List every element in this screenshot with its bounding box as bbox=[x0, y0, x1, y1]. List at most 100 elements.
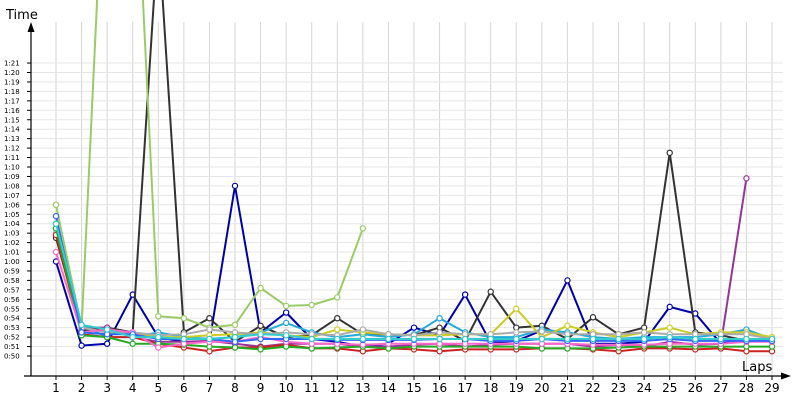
data-point bbox=[334, 335, 341, 343]
x-tick-label: 26 bbox=[688, 381, 703, 395]
data-point bbox=[155, 344, 162, 351]
x-axis-arrow-icon bbox=[781, 372, 791, 380]
data-point bbox=[52, 201, 60, 208]
x-tick-label: 28 bbox=[739, 381, 754, 395]
x-tick-label: 8 bbox=[231, 381, 239, 395]
data-point bbox=[564, 322, 571, 329]
data-point bbox=[206, 335, 213, 343]
x-tick-label: 24 bbox=[637, 381, 652, 395]
y-tick-label: 1:20 bbox=[4, 69, 20, 77]
y-tick-label: 0:53 bbox=[4, 324, 20, 332]
x-tick-label: 21 bbox=[560, 381, 575, 395]
data-point bbox=[436, 315, 443, 322]
data-point bbox=[129, 333, 136, 341]
data-point bbox=[103, 340, 111, 347]
series-line bbox=[55, 0, 747, 343]
data-point bbox=[410, 324, 418, 331]
data-point bbox=[436, 329, 443, 336]
data-point bbox=[282, 332, 290, 339]
data-point bbox=[334, 326, 341, 333]
y-tick-label: 1:03 bbox=[4, 230, 20, 238]
x-tick-label: 25 bbox=[662, 381, 677, 395]
data-point bbox=[513, 335, 520, 343]
data-point bbox=[436, 335, 443, 343]
x-tick-label: 2 bbox=[78, 381, 86, 395]
y-tick-label: 1:07 bbox=[4, 192, 20, 200]
data-point bbox=[257, 284, 264, 292]
data-point bbox=[180, 315, 188, 322]
data-point bbox=[308, 335, 315, 343]
data-point bbox=[52, 212, 60, 220]
chart-series bbox=[52, 0, 776, 355]
y-tick-label: 1:21 bbox=[4, 60, 20, 68]
data-point bbox=[52, 248, 60, 256]
y-tick-label: 1:15 bbox=[4, 116, 20, 124]
y-tick-label: 1:01 bbox=[4, 249, 20, 257]
x-tick-label: 13 bbox=[355, 381, 370, 395]
y-tick-label: 1:19 bbox=[4, 78, 20, 86]
y-tick-label: 1:06 bbox=[4, 201, 20, 209]
x-tick-label: 3 bbox=[103, 381, 111, 395]
data-point bbox=[589, 335, 597, 343]
y-tick-label: 1:17 bbox=[4, 97, 20, 105]
y-tick-label: 1:05 bbox=[4, 211, 20, 219]
y-tick-label: 0:56 bbox=[4, 296, 20, 304]
data-point bbox=[78, 329, 85, 336]
data-point bbox=[282, 319, 290, 327]
data-point bbox=[666, 333, 673, 341]
x-tick-label: 6 bbox=[180, 381, 188, 395]
data-point bbox=[666, 303, 673, 311]
data-point bbox=[640, 329, 648, 336]
data-point bbox=[717, 335, 725, 343]
series-line bbox=[55, 178, 748, 348]
y-tick-label: 0:51 bbox=[4, 343, 20, 351]
x-tick-label: 12 bbox=[330, 381, 345, 395]
data-point bbox=[538, 328, 546, 335]
x-tick-label: 7 bbox=[206, 381, 214, 395]
data-point bbox=[282, 302, 290, 310]
y-tick-label: 0:50 bbox=[4, 353, 20, 361]
data-point bbox=[231, 333, 239, 341]
axes bbox=[24, 22, 791, 380]
data-point bbox=[692, 335, 699, 343]
data-point bbox=[487, 288, 494, 295]
data-point bbox=[129, 340, 136, 347]
data-point bbox=[743, 175, 750, 182]
x-tick-label: 9 bbox=[257, 381, 265, 395]
y-tick-label: 1:18 bbox=[4, 88, 20, 96]
data-point bbox=[589, 314, 597, 321]
x-axis-title: Laps bbox=[742, 360, 772, 375]
data-point bbox=[257, 322, 264, 329]
data-point bbox=[334, 294, 341, 301]
y-tick-label: 0:55 bbox=[4, 305, 20, 313]
x-tick-label: 11 bbox=[304, 381, 319, 395]
data-point bbox=[206, 326, 213, 333]
data-point bbox=[257, 331, 264, 338]
data-point bbox=[640, 335, 648, 343]
series-line bbox=[55, 184, 747, 348]
x-tick-label: 4 bbox=[129, 381, 137, 395]
x-tick-label: 5 bbox=[154, 381, 162, 395]
y-tick-label: 1:13 bbox=[4, 135, 20, 143]
x-tick-label: 15 bbox=[406, 381, 421, 395]
x-tick-label: 19 bbox=[509, 381, 524, 395]
data-point bbox=[461, 291, 469, 298]
y-tick-label: 1:08 bbox=[4, 182, 20, 190]
data-point bbox=[538, 335, 546, 343]
data-point bbox=[206, 315, 213, 322]
x-tick-label: 22 bbox=[585, 381, 600, 395]
y-axis-title: Time bbox=[5, 8, 38, 23]
y-tick-label: 1:09 bbox=[4, 173, 20, 181]
data-point bbox=[564, 335, 571, 343]
chart-grid bbox=[31, 22, 783, 376]
x-tick-label: 20 bbox=[534, 381, 549, 395]
data-point bbox=[155, 333, 162, 341]
y-tick-label: 1:12 bbox=[4, 145, 20, 153]
data-point bbox=[410, 335, 418, 343]
y-tick-label: 0:57 bbox=[4, 286, 20, 294]
x-tick-label: 18 bbox=[483, 381, 498, 395]
data-point bbox=[78, 342, 85, 349]
y-tick-label: 1:16 bbox=[4, 107, 20, 115]
data-point bbox=[180, 335, 188, 343]
